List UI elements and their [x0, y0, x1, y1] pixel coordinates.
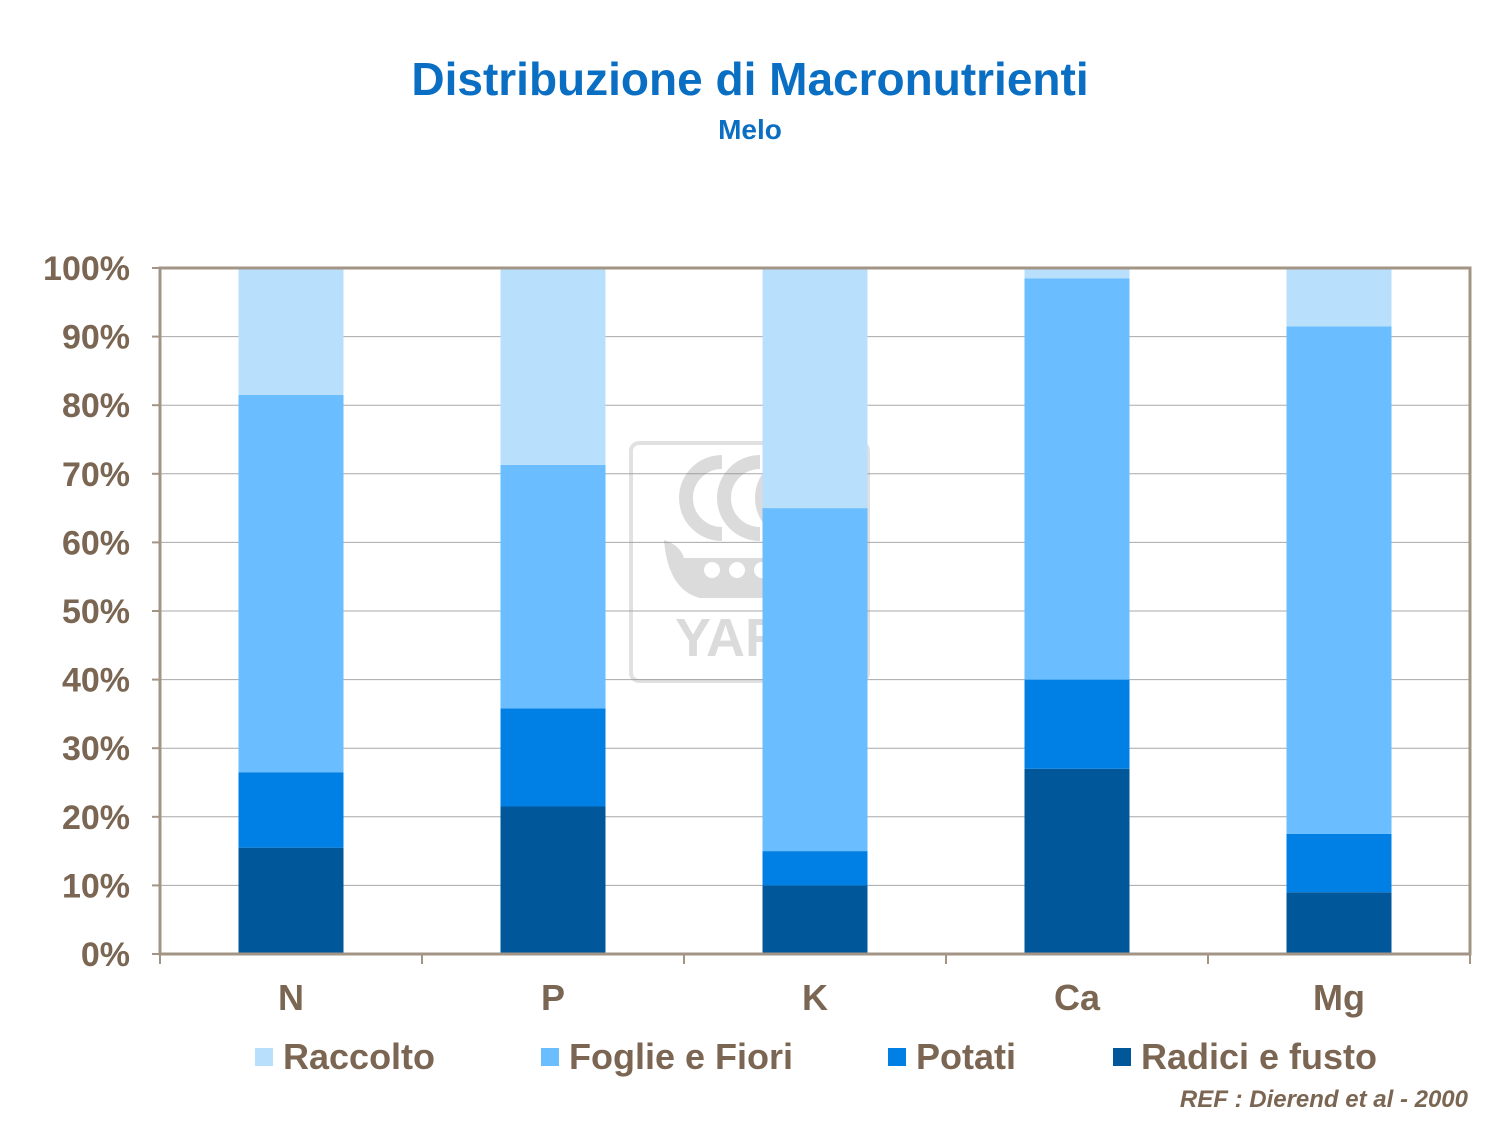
- legend-label: Radici e fusto: [1141, 1036, 1378, 1077]
- legend-swatch: [541, 1048, 559, 1066]
- bar-k-potati: [762, 851, 868, 886]
- legend-item: Potati: [888, 1036, 1016, 1078]
- bar-p-potati: [500, 708, 606, 807]
- legend-label: Raccolto: [283, 1036, 436, 1077]
- legend-swatch: [888, 1048, 906, 1066]
- y-tick-label: 20%: [62, 799, 130, 837]
- x-tick-label: Ca: [1054, 977, 1101, 1018]
- y-tick-label: 90%: [62, 319, 130, 357]
- x-tick-label: P: [541, 977, 565, 1018]
- legend-item: Foglie e Fiori: [541, 1036, 793, 1078]
- bar-k-raccolto: [762, 268, 868, 509]
- bar-k-radici-e-fusto: [762, 885, 868, 954]
- y-tick-label: 70%: [62, 456, 130, 494]
- y-tick-label: 60%: [62, 524, 130, 562]
- bar-mg-radici-e-fusto: [1286, 892, 1392, 954]
- legend-swatch: [255, 1048, 273, 1066]
- y-tick-label: 30%: [62, 730, 130, 768]
- legend-label: Foglie e Fiori: [569, 1036, 794, 1077]
- bar-mg-raccolto: [1286, 268, 1392, 327]
- reference-note: REF : Dierend et al - 2000: [1179, 1086, 1468, 1113]
- bar-p-foglie-e-fiori: [500, 464, 606, 709]
- bar-k-foglie-e-fiori: [762, 508, 868, 852]
- bar-mg-potati: [1286, 833, 1392, 893]
- axes: 0% 10% 20% 30% 40% 50% 60% 70% 80% 90% 100% N P K Ca Mg: [43, 250, 1471, 1018]
- bar-n-raccolto: [238, 268, 344, 395]
- chart-title: Distribuzione di Macronutrienti: [411, 53, 1089, 105]
- bar-p-raccolto: [500, 268, 606, 465]
- bar-ca-foglie-e-fiori: [1024, 278, 1130, 680]
- bar-n-radici-e-fusto: [238, 847, 344, 954]
- y-tick-label: 0%: [81, 936, 130, 974]
- bar-p-radici-e-fusto: [500, 806, 606, 954]
- legend: Raccolto Foglie e Fiori Potati Radici e fus…: [0, 1036, 1500, 1082]
- bar-ca-potati: [1024, 679, 1130, 769]
- y-tick-label: 40%: [62, 662, 130, 700]
- y-tick-label: 80%: [62, 387, 130, 425]
- legend-item: Raccolto: [255, 1036, 435, 1078]
- x-tick-label: N: [278, 977, 304, 1018]
- y-tick-label: 50%: [62, 593, 130, 631]
- x-tick-label: K: [802, 977, 828, 1018]
- bars: [238, 268, 1392, 954]
- legend-label: Potati: [916, 1036, 1017, 1077]
- bar-ca-radici-e-fusto: [1024, 768, 1130, 954]
- y-tick-label: 10%: [62, 867, 130, 905]
- bar-ca-raccolto: [1024, 268, 1130, 279]
- bar-n-foglie-e-fiori: [238, 394, 344, 773]
- bar-n-potati: [238, 772, 344, 848]
- legend-swatch: [1113, 1048, 1131, 1066]
- y-tick-label: 100%: [43, 250, 130, 288]
- chart-subtitle: Melo: [718, 114, 782, 145]
- bar-mg-foglie-e-fiori: [1286, 326, 1392, 834]
- stacked-bar-chart: YARA 0%10%20%30%40%50%60%70%80%90%100%N P…: [43, 250, 1472, 1018]
- legend-item: Radici e fusto: [1113, 1036, 1377, 1078]
- x-tick-label: Mg: [1313, 977, 1365, 1018]
